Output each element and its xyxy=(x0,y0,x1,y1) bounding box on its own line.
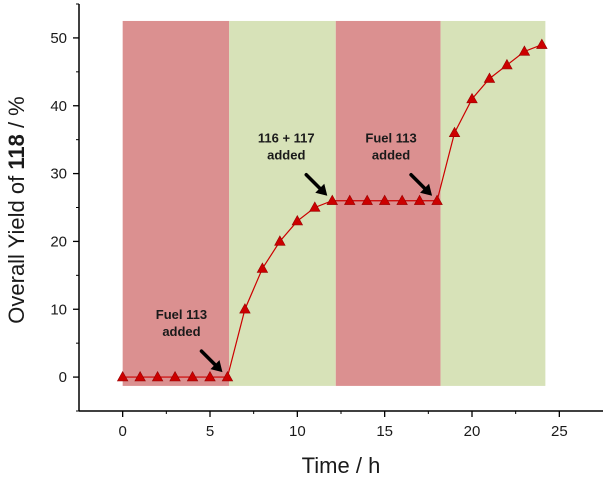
data-point xyxy=(116,370,129,382)
data-point xyxy=(396,194,408,205)
data-point xyxy=(448,126,461,138)
data-point xyxy=(501,58,513,70)
data-point xyxy=(169,370,181,382)
y-tick-label-40: 40 xyxy=(50,98,67,115)
data-point xyxy=(151,370,164,382)
x-axis-title: Time / h xyxy=(302,453,381,477)
x-tick-label-15: 15 xyxy=(376,423,393,440)
y-axis-title-prefix: Overall Yield of xyxy=(4,170,29,324)
data-point xyxy=(309,201,321,212)
y-axis-title: Overall Yield of 118 / % xyxy=(4,96,29,323)
x-tick-label-25: 25 xyxy=(551,423,568,440)
y-tick-label-0: 0 xyxy=(59,369,67,386)
data-point xyxy=(518,45,531,56)
data-point xyxy=(256,262,269,273)
data-point xyxy=(326,194,339,205)
data-point xyxy=(291,214,304,226)
data-series xyxy=(116,38,548,382)
x-tick-label-5: 5 xyxy=(206,423,214,440)
data-point xyxy=(361,194,373,205)
y-tick-label-10: 10 xyxy=(50,301,67,318)
y-axis-title-compound: 118 xyxy=(4,134,29,170)
annotation-2-line-1: 116 + 117 xyxy=(258,131,315,146)
axis-labels: Time / h Overall Yield of 118 / % xyxy=(4,96,380,477)
annotation-3-arrow-head xyxy=(420,183,433,196)
y-tick-label-20: 20 xyxy=(50,233,67,250)
data-point xyxy=(466,92,478,104)
data-point xyxy=(483,72,496,83)
shaded-region-2 xyxy=(229,20,336,386)
annotation-1-line-2: added xyxy=(162,324,200,339)
annotation-3-line-2: added xyxy=(372,148,410,163)
x-tick-label-10: 10 xyxy=(289,423,306,440)
annotation-1-arrow-head xyxy=(210,360,223,373)
data-point xyxy=(186,370,199,382)
x-tick-label-0: 0 xyxy=(118,423,126,440)
shaded-region-1 xyxy=(122,20,230,386)
annotation-3-line-1: Fuel 113 xyxy=(365,131,416,146)
annotations: Fuel 113 added 116 + 117 added Fuel 113 added xyxy=(156,131,433,373)
data-point xyxy=(274,235,286,246)
data-point xyxy=(378,194,391,205)
data-point xyxy=(431,194,443,205)
y-tick-label-50: 50 xyxy=(50,30,67,47)
data-point xyxy=(204,370,216,382)
y-tick-label-30: 30 xyxy=(50,166,67,183)
data-point xyxy=(343,194,356,205)
axes: 0 5 10 15 20 25 0 10 20 30 40 50 xyxy=(50,3,603,440)
data-point xyxy=(221,370,234,382)
data-point xyxy=(413,194,426,205)
data-point xyxy=(134,370,146,382)
annotation-2-arrow-head xyxy=(315,183,328,196)
y-axis-title-suffix: / % xyxy=(4,96,29,134)
x-tick-label-20: 20 xyxy=(464,423,481,440)
annotation-2-line-2: added xyxy=(267,148,305,163)
annotation-1-line-1: Fuel 113 xyxy=(156,307,207,322)
data-point xyxy=(239,303,251,314)
data-point xyxy=(536,38,548,49)
